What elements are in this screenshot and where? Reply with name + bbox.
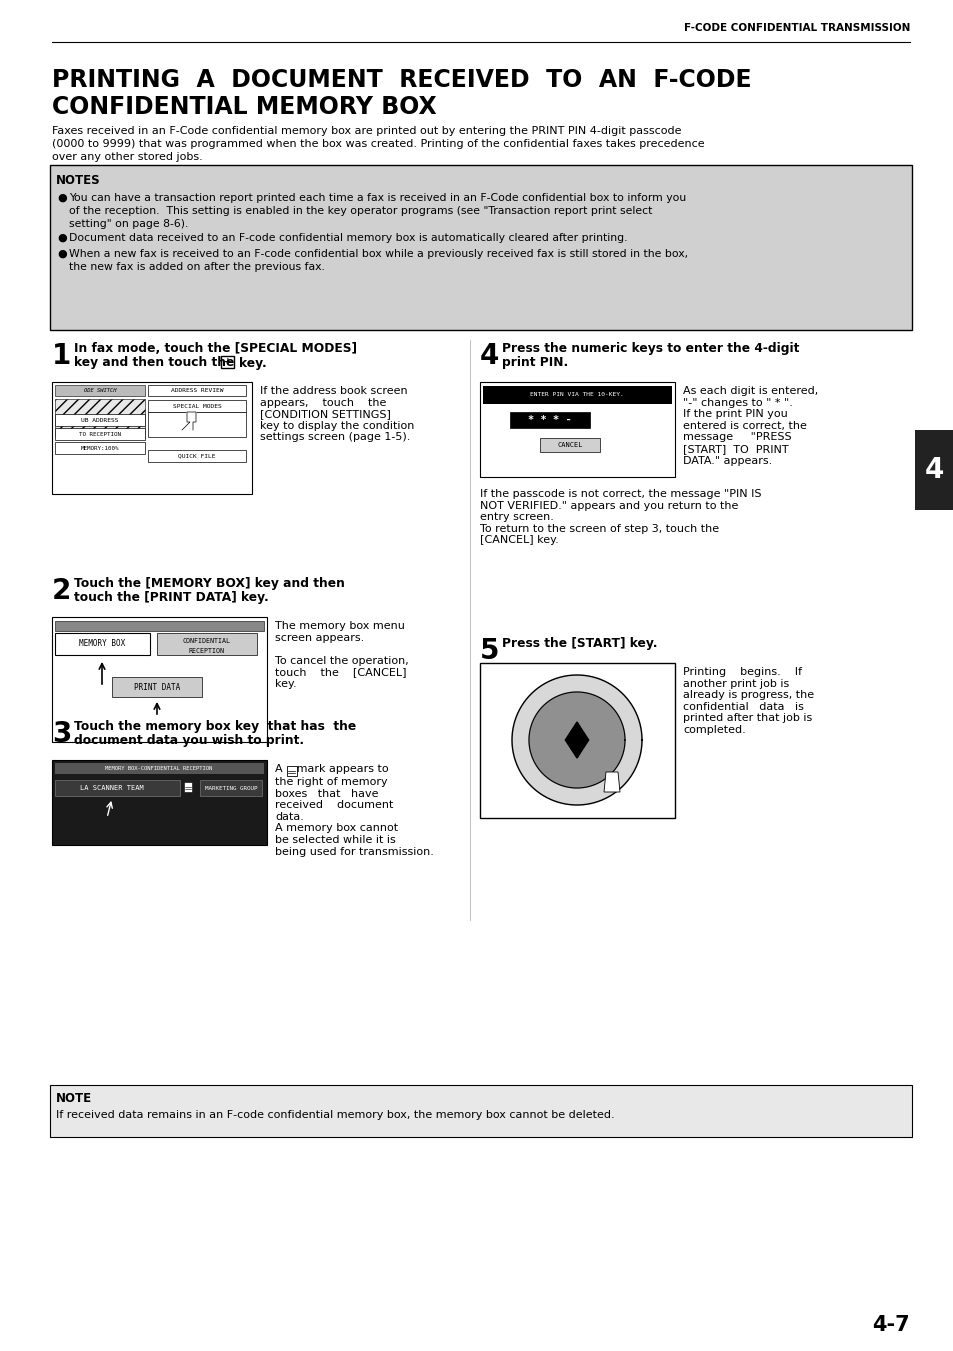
Bar — [112, 677, 202, 697]
Bar — [55, 621, 264, 631]
Bar — [914, 430, 953, 509]
Text: MEMORY:100%: MEMORY:100% — [81, 446, 119, 450]
Text: TO RECEPTION: TO RECEPTION — [79, 431, 121, 436]
Bar — [157, 634, 256, 655]
Text: If the passcode is not correct, the message "PIN IS
NOT VERIFIED." appears and y: If the passcode is not correct, the mess… — [479, 489, 760, 546]
Text: F-CODE CONFIDENTIAL TRANSMISSION: F-CODE CONFIDENTIAL TRANSMISSION — [683, 23, 909, 32]
Text: 2: 2 — [52, 577, 71, 605]
Text: touch the [PRINT DATA] key.: touch the [PRINT DATA] key. — [74, 590, 269, 604]
Bar — [55, 763, 264, 774]
Text: QUICK FILE: QUICK FILE — [178, 454, 215, 458]
Bar — [479, 382, 675, 477]
Text: (0000 to 9999) that was programmed when the box was created. Printing of the con: (0000 to 9999) that was programmed when … — [52, 139, 704, 149]
Text: ●: ● — [57, 249, 67, 259]
Text: UB ADDRESS: UB ADDRESS — [81, 417, 118, 423]
Text: PRINTING  A  DOCUMENT  RECEIVED  TO  AN  F-CODE: PRINTING A DOCUMENT RECEIVED TO AN F-COD… — [52, 68, 751, 92]
Text: LA SCANNER TEAM: LA SCANNER TEAM — [80, 785, 144, 792]
Bar — [482, 386, 671, 404]
Text: NOTE: NOTE — [56, 1093, 92, 1105]
Bar — [50, 165, 911, 330]
Text: document data you wish to print.: document data you wish to print. — [74, 734, 304, 747]
Text: PRINT DATA: PRINT DATA — [133, 682, 180, 692]
Text: ODE SWITCH: ODE SWITCH — [84, 388, 116, 393]
Text: key and then touch the: key and then touch the — [74, 357, 234, 369]
Text: ENTER PIN VIA THE 10-KEY.: ENTER PIN VIA THE 10-KEY. — [530, 393, 623, 397]
Text: A    mark appears to: A mark appears to — [274, 765, 388, 774]
Text: ADDRESS REVIEW: ADDRESS REVIEW — [171, 388, 223, 393]
Text: the right of memory
boxes   that   have
received    document
data.
A memory box : the right of memory boxes that have rece… — [274, 777, 434, 857]
Text: MEMORY BOX-CONFIDENTIAL RECEPTION: MEMORY BOX-CONFIDENTIAL RECEPTION — [105, 766, 213, 771]
Text: 4: 4 — [923, 457, 943, 484]
Text: 3: 3 — [52, 720, 71, 748]
Bar — [55, 780, 180, 796]
Polygon shape — [182, 412, 195, 430]
Text: 4-7: 4-7 — [871, 1315, 909, 1335]
Bar — [52, 382, 252, 494]
Bar — [539, 438, 599, 453]
Bar — [148, 412, 246, 436]
Text: In fax mode, touch the [SPECIAL MODES]: In fax mode, touch the [SPECIAL MODES] — [74, 342, 356, 355]
Text: 4: 4 — [479, 342, 498, 370]
Text: Touch the memory box key  that has  the: Touch the memory box key that has the — [74, 720, 355, 734]
Text: MEMORY BOX: MEMORY BOX — [79, 639, 125, 648]
Text: ●: ● — [57, 232, 67, 243]
Bar — [52, 761, 267, 844]
Bar — [148, 385, 246, 396]
Text: The memory box menu
screen appears.

To cancel the operation,
touch    the    [C: The memory box menu screen appears. To c… — [274, 621, 408, 689]
Text: 1: 1 — [52, 342, 71, 370]
Text: Press the numeric keys to enter the 4-digit: Press the numeric keys to enter the 4-di… — [501, 342, 799, 355]
Bar — [148, 400, 246, 412]
Text: the new fax is added on after the previous fax.: the new fax is added on after the previo… — [69, 262, 325, 272]
Text: You can have a transaction report printed each time a fax is received in an F-Co: You can have a transaction report printe… — [69, 193, 685, 203]
Bar — [55, 399, 145, 436]
Polygon shape — [529, 692, 624, 788]
Text: CANCEL: CANCEL — [557, 442, 582, 449]
Text: over any other stored jobs.: over any other stored jobs. — [52, 153, 203, 162]
Bar — [221, 357, 233, 367]
Text: of the reception.  This setting is enabled in the key operator programs (see "Tr: of the reception. This setting is enable… — [69, 205, 652, 216]
Text: When a new fax is received to an F-code confidential box while a previously rece: When a new fax is received to an F-code … — [69, 249, 687, 259]
Polygon shape — [603, 771, 619, 792]
Text: SPECIAL MODES: SPECIAL MODES — [172, 404, 221, 408]
Text: 5: 5 — [479, 638, 499, 665]
Bar — [184, 782, 192, 792]
Bar — [287, 766, 296, 775]
Text: If received data remains in an F-code confidential memory box, the memory box ca: If received data remains in an F-code co… — [56, 1111, 614, 1120]
Text: setting" on page 8-6).: setting" on page 8-6). — [69, 219, 188, 230]
Text: NOTES: NOTES — [56, 173, 100, 186]
Text: As each digit is entered,
"-" changes to " * ".
If the print PIN you
entered is : As each digit is entered, "-" changes to… — [682, 386, 818, 466]
Text: key.: key. — [239, 358, 267, 370]
Text: +: + — [223, 358, 231, 366]
Text: CONFIDENTIAL: CONFIDENTIAL — [183, 638, 231, 644]
Bar — [55, 428, 145, 440]
Bar — [55, 385, 145, 396]
Bar — [55, 442, 145, 454]
Text: Faxes received in an F-Code confidential memory box are printed out by entering : Faxes received in an F-Code confidential… — [52, 126, 680, 136]
Polygon shape — [512, 676, 641, 805]
Bar — [50, 1085, 911, 1138]
Text: CONFIDENTIAL MEMORY BOX: CONFIDENTIAL MEMORY BOX — [52, 95, 436, 119]
Text: MARKETING GROUP: MARKETING GROUP — [205, 786, 257, 790]
Text: print PIN.: print PIN. — [501, 357, 568, 369]
Bar — [55, 413, 145, 426]
Text: Press the [START] key.: Press the [START] key. — [501, 638, 657, 650]
Bar — [510, 412, 589, 428]
Text: If the address book screen
appears,    touch    the
[CONDITION SETTINGS]
key to : If the address book screen appears, touc… — [260, 386, 414, 442]
Bar — [148, 450, 246, 462]
Text: RECEPTION: RECEPTION — [189, 648, 225, 654]
Bar — [55, 634, 150, 655]
Bar — [52, 617, 267, 742]
Text: Document data received to an F-code confidential memory box is automatically cle: Document data received to an F-code conf… — [69, 232, 627, 243]
Text: Printing    begins.    If
another print job is
already is progress, the
confiden: Printing begins. If another print job is… — [682, 667, 813, 735]
Text: ●: ● — [57, 193, 67, 203]
Bar — [200, 780, 262, 796]
Bar — [479, 663, 675, 817]
Text: Touch the [MEMORY BOX] key and then: Touch the [MEMORY BOX] key and then — [74, 577, 345, 590]
Polygon shape — [565, 721, 588, 758]
Text: * * * -: * * * - — [528, 415, 571, 426]
